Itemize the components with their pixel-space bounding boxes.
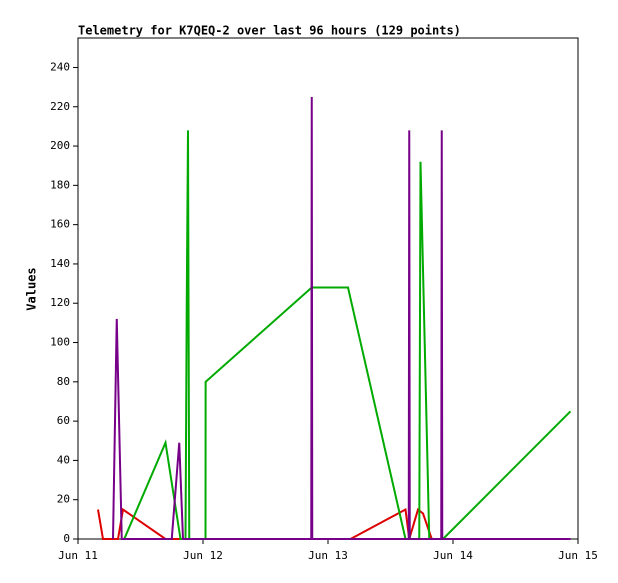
y-tick-label: 140	[50, 257, 70, 270]
x-tick-label: Jun 14	[433, 549, 473, 562]
y-tick-label: 200	[50, 139, 70, 152]
y-tick-label: 40	[57, 453, 70, 466]
x-tick-label: Jun 13	[308, 549, 348, 562]
y-tick-label: 100	[50, 336, 70, 349]
y-tick-label: 180	[50, 178, 70, 191]
series-line	[112, 96, 571, 540]
y-tick-label: 0	[63, 532, 70, 545]
x-tick-label: Jun 15	[558, 549, 598, 562]
y-tick-label: 60	[57, 414, 70, 427]
x-tick-label: Jun 11	[58, 549, 98, 562]
chart-title: Telemetry for K7QEQ-2 over last 96 hours…	[78, 24, 461, 38]
y-tick-label: 220	[50, 100, 70, 113]
y-axis-label: Values	[25, 267, 39, 310]
y-tick-label: 120	[50, 296, 70, 309]
x-tick-label: Jun 12	[183, 549, 223, 562]
y-tick-label: 20	[57, 493, 70, 506]
y-tick-label: 240	[50, 60, 70, 73]
y-tick-label: 80	[57, 375, 70, 388]
y-tick-label: 160	[50, 218, 70, 231]
